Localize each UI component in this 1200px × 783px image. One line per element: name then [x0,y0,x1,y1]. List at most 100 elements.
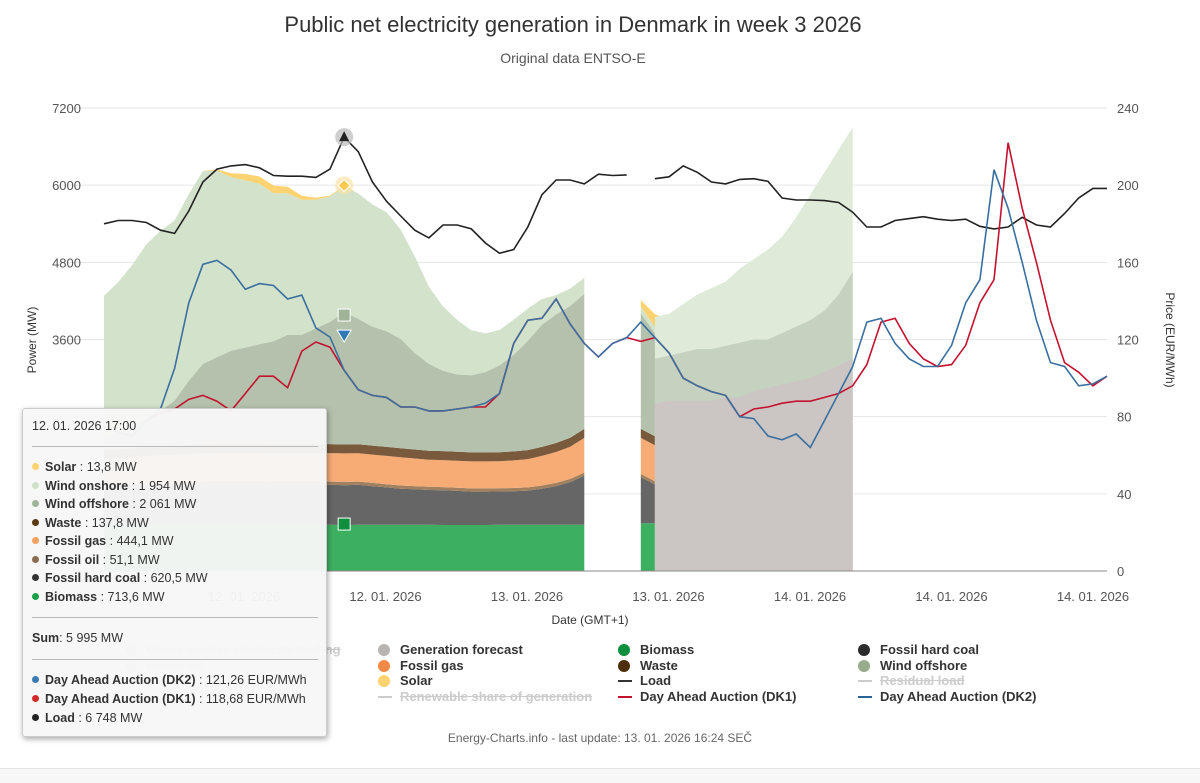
tooltip-item-name: Wind offshore [45,497,129,511]
tooltip-item-value: 6 748 MW [85,711,143,725]
generation-forecast-area [654,127,853,572]
tooltip-separator [32,659,318,660]
series-dot-icon [32,481,39,489]
dk2-marker [336,329,353,344]
tooltip-item-name: Solar [45,460,77,474]
tooltip-item-value: 121,26 EUR/MWh [205,673,307,687]
tooltip-separator [32,617,318,618]
legend-item-day-ahead-auction-dk2-[interactable]: Day Ahead Auction (DK2) [858,689,1037,704]
tooltip-item-name: Fossil oil [45,552,100,567]
legend-dot-icon [378,643,390,656]
area-fossil-oil [104,472,585,492]
tooltip-item: Fossil gas : 444,1 MW [32,534,174,548]
legend-label: Day Ahead Auction (DK2) [880,689,1037,704]
x-tick-label: 13. 01. 2026 [632,589,704,604]
load-marker [339,131,350,142]
legend-line-icon [378,695,392,698]
legend-dot-icon [378,674,390,687]
legend-label: Wind offshore [880,658,968,673]
tooltip-price-item: Day Ahead Auction (DK2) : 121,26 EUR/MWh [32,673,307,687]
tooltip-sum-value: 5 995 MW [66,631,124,645]
legend-dot-icon [378,659,390,672]
biomass-marker [337,517,351,531]
legend-item-fossil-hard-coal[interactable]: Fossil hard coal [858,642,979,657]
legend-label: Day Ahead Auction (DK1) [640,689,797,704]
area-waste [104,428,585,462]
legend-label: Biomass [640,642,695,657]
x-tick-label: 14. 01. 2026 [774,589,846,604]
legend-dot-icon [858,659,870,672]
tooltip-item: Wind onshore : 1 954 MW [32,479,196,493]
legend-item-generation-forecast[interactable]: Generation forecast [378,642,523,657]
tooltip-item-name: Day Ahead Auction (DK1) [45,692,196,706]
x-axis-title: Date (GMT+1) [551,613,628,627]
x-tick-label: 14. 01. 2026 [915,589,987,604]
tooltip-item-value: 713,6 MW [107,589,165,604]
legend-dot-icon [618,659,630,672]
tooltip-separator [32,446,318,447]
y2-tick-label: 0 [1117,564,1124,579]
y-axis-left-ticks: 3600 4800 6000 7200 [52,101,81,348]
legend-item-day-ahead-auction-dk1-[interactable]: Day Ahead Auction (DK1) [618,689,797,704]
y2-axis-title: Price (EUR/MWh) [1163,292,1177,387]
y2-tick-label: 200 [1117,178,1139,193]
y2-tick-label: 160 [1117,255,1139,270]
y2-tick-label: 40 [1117,487,1131,502]
tooltip-item-value: 118,68 EUR/MWh [205,692,306,706]
legend-line-icon [858,679,872,682]
legend-line-icon [858,695,872,698]
legend-dot-icon [858,643,870,656]
legend-item-load[interactable]: Load [618,673,671,688]
series-dot-icon [32,676,39,683]
legend-label: Generation forecast [400,642,523,657]
tooltip-item: Wind offshore : 2 061 MW [32,497,196,511]
tooltip-item: Solar : 13,8 MW [32,460,137,474]
tooltip-price-item: Day Ahead Auction (DK1) : 118,68 EUR/MWh [32,692,306,706]
tooltip: 12. 01. 2026 17:00 Solar : 13,8 MW Wind o… [22,408,327,737]
chart-subtitle: Original data ENTSO-E [500,50,646,66]
wind-offshore-marker [337,308,351,322]
legend-label: Load [640,673,672,688]
legend-line-icon [618,695,632,698]
series-dot-icon [32,555,39,563]
tooltip-item: Waste : 137,8 MW [32,516,149,530]
legend-item-biomass[interactable]: Biomass [618,642,694,657]
series-dot-icon [32,592,39,600]
series-dot-icon [32,714,39,721]
legend-item-wind-offshore[interactable]: Wind offshore [858,658,967,673]
y-tick-label: 4800 [52,255,81,270]
y-tick-label: 7200 [52,101,81,116]
line-day-ahead-auction-dk2- [103,169,1108,449]
tooltip-item-value: 1 954 MW [138,478,196,493]
legend-item-solar[interactable]: Solar [378,673,433,688]
tooltip-item: Fossil oil : 51,1 MW [32,553,160,567]
x-tick-label: 13. 01. 2026 [491,589,563,604]
legend-line-icon [618,679,632,682]
tooltip-price-item: Load : 6 748 MW [32,711,142,725]
legend-item-fossil-gas[interactable]: Fossil gas [378,658,464,673]
tooltip-item-name: Wind onshore [45,478,129,493]
legend-item-residual-load[interactable]: Residual load [858,673,965,688]
tooltip-item: Biomass : 713,6 MW [32,590,165,604]
tooltip-item-name: Fossil gas [45,534,107,548]
hover-markers [335,128,354,531]
line-load [103,135,1107,255]
legend-label: Fossil hard coal [880,642,979,657]
tooltip-item-name: Biomass [45,589,98,604]
tooltip-item-value: 620,5 MW [150,571,208,585]
series-dot-icon [32,537,39,544]
tooltip-item-value: 137,8 MW [91,515,149,530]
legend-item-renewable-share-of-generation[interactable]: Renewable share of generation [378,689,592,704]
legend-label: Fossil gas [400,658,464,673]
tooltip-item-value: 2 061 MW [139,497,197,511]
tooltip-item: Fossil hard coal : 620,5 MW [32,571,208,585]
tooltip-datetime: 12. 01. 2026 17:00 [32,419,137,433]
y2-tick-label: 120 [1117,333,1139,348]
tooltip-sum: Sum: 5 995 MW [32,631,124,645]
y-axis-title: Power (MW) [25,307,39,374]
legend-item-waste[interactable]: Waste [618,658,678,673]
legend-label: Solar [400,673,433,688]
legend-label: Waste [640,658,678,673]
tooltip-item-value: 51,1 MW [109,552,160,567]
